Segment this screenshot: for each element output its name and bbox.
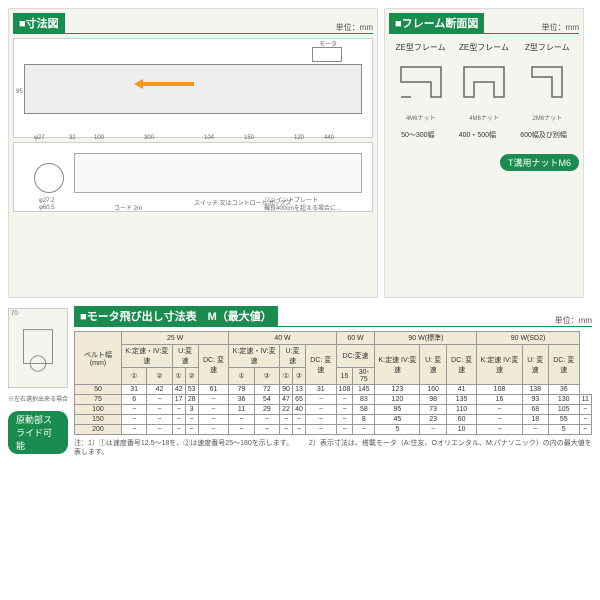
frame-widths: 50～300幅 400・500幅 600幅及び別幅 <box>389 130 579 140</box>
table-title: ■モータ飛び出し寸法表 M（最大値） <box>74 306 278 326</box>
table-row: 200−−−−−−−−−−−−5−10−−5− <box>75 425 592 435</box>
frame-title: ■フレーム断面図 <box>389 13 484 33</box>
motor-icon <box>312 47 342 62</box>
frame-type-ze1: ZE型フレーム 4M6ナット <box>396 42 446 122</box>
motor-dimension-table: ベルト幅 (mm) 25 W 40 W 60 W 90 W(標準) 90 W(S… <box>74 331 592 435</box>
frame-types-row: ZE型フレーム 4M6ナット ZE型フレーム 4M6ナット Z型フレーム 2M6… <box>389 42 579 122</box>
table-row: 100−−−3−11292240−−589573110−68105− <box>75 405 592 415</box>
side-diagram: 70 <box>8 308 68 388</box>
frame-type-z: Z型フレーム 2M6ナット <box>522 42 572 122</box>
dimension-panel: ■寸法図 単位：mm モータ 95 φ27 32 100 300 104 150… <box>8 8 378 298</box>
table-notes: 注：1）①は速度番号12.5～18を、②は速度番号25～180を示します。 2）… <box>74 439 592 457</box>
frame-section-panel: ■フレーム断面図 単位：mm ZE型フレーム 4M6ナット ZE型フレーム 4M… <box>384 8 584 298</box>
motor-table-section: ■モータ飛び出し寸法表 M（最大値） 単位：mm ベルト幅 (mm) 25 W … <box>74 306 592 457</box>
conveyor-body <box>24 64 362 114</box>
frame-unit: 単位：mm <box>542 22 579 33</box>
pulley-icon <box>34 163 64 193</box>
dim-unit: 単位：mm <box>336 22 373 33</box>
table-row: 756−1728−36544765−−8312098135169313011 <box>75 395 592 405</box>
frame-type-ze2: ZE型フレーム 4M6ナット <box>459 42 509 122</box>
side-slide-panel: 70 ※左右選択出来る場合 原動部スライド可能 <box>8 308 68 457</box>
belt-width-header: ベルト幅 (mm) <box>75 332 122 385</box>
table-row: 150−−−−−−−−−−−8452360−1855− <box>75 415 592 425</box>
slot-nut-badge: T溝用ナットM6 <box>500 154 579 171</box>
dim-title: ■寸法図 <box>13 13 65 33</box>
table-row: 5031424253617972901331108145123160411081… <box>75 385 592 395</box>
conveyor-side-view: モータ 95 <box>13 38 373 138</box>
conveyor-top-view: φ27 32 100 300 104 150 120 440 φ27.2 φ60… <box>13 142 373 212</box>
table-unit: 単位：mm <box>555 315 592 326</box>
slide-badge: 原動部スライド可能 <box>8 411 68 454</box>
